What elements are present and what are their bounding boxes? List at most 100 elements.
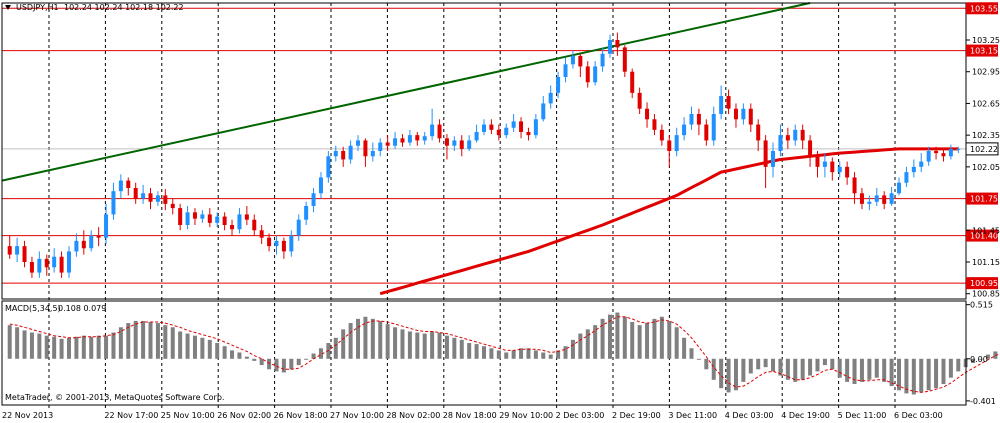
candle-body [630,71,635,93]
candle-body [496,129,501,136]
macd-histogram-bar [882,358,887,382]
macd-histogram-bar [956,358,961,372]
macd-histogram-bar [674,327,679,359]
macd-histogram-bar [874,358,879,378]
macd-histogram-bar [267,358,272,370]
macd-histogram-bar [859,358,864,382]
macd-histogram-bar [141,320,146,359]
candle-body [889,193,894,204]
candle-body [748,108,753,125]
time-axis-label: 4 Dec 19:00 [781,411,830,420]
macd-histogram-bar [244,356,249,359]
candle-body [504,127,509,136]
candle-body [645,108,650,120]
candle-body [659,129,664,141]
macd-histogram-bar [274,358,279,372]
macd-histogram-bar [504,352,509,359]
macd-histogram-bar [7,325,12,359]
macd-histogram-bar [59,338,64,359]
price-axis-tick-label: 100.85 [972,290,1000,299]
macd-histogram-bar [667,320,672,359]
candle-body [785,135,790,141]
macd-histogram-bar [704,358,709,370]
candle-body [771,151,776,167]
macd-histogram-bar [348,323,353,359]
candle-body [793,129,798,141]
candle-body [489,124,494,130]
candle-body [763,140,768,167]
candle-body [652,119,657,130]
macd-histogram-bar [444,335,449,359]
macd-histogram-bar [96,335,101,359]
candle-body [852,177,857,194]
macd-indicator-label: MACD(5,34,5) [5,304,61,313]
macd-histogram-bar [519,348,524,359]
macd-histogram-bar [889,358,894,387]
macd-histogram-bar [363,316,368,359]
macd-histogram-bar [81,335,86,359]
candle-body [29,262,34,273]
price-axis-tick-label: 103.25 [972,36,1000,45]
price-axis-tick-label: 101.45 [972,226,1000,235]
macd-histogram-bar [682,337,687,359]
time-axis-label: 28 Nov 18:00 [443,411,497,420]
time-axis-label: 2 Dec 19:00 [612,411,661,420]
candle-body [318,177,323,194]
macd-histogram-bar [815,358,820,372]
candle-body [393,138,398,146]
macd-histogram-bar [748,358,753,374]
candle-body [200,214,205,219]
price-level-tag [966,44,998,57]
candle-body [222,216,227,225]
time-axis-label: 27 Nov 10:00 [330,411,384,420]
candle-body [726,96,731,109]
candle-body [66,251,71,273]
trend-line [1,2,811,182]
time-axis-label: 3 Dec 11:00 [668,411,717,420]
candle-body [259,230,264,238]
candle-body [192,212,197,219]
candle-body [682,124,687,136]
candle-body [941,153,946,157]
macd-histogram-bar [304,358,309,360]
candle-body [674,135,679,151]
candle-body [548,92,553,104]
candle-body [622,47,627,72]
candle-body [81,240,86,249]
macd-histogram-bar [311,353,316,359]
macd-histogram-bar [356,318,361,359]
macd-histogram-bar [763,358,768,368]
macd-histogram-bar [104,335,109,359]
candle-body [519,121,524,132]
macd-histogram-bar [407,331,412,359]
candle-body [904,172,909,183]
macd-histogram-bar [533,350,538,359]
candle-body [815,156,820,167]
candle-body [185,212,190,225]
time-axis-label: 22 Nov 17:00 [104,411,158,420]
candle-body [311,193,316,206]
time-axis-label: 22 Nov 2013 [2,411,53,420]
candle-body [348,145,353,160]
macd-histogram-bar [845,358,850,382]
macd-histogram-bar [556,350,561,359]
candle-body [593,66,598,83]
macd-histogram-bar [126,323,131,359]
candle-body [104,214,109,238]
candle-body [741,108,746,120]
macd-histogram-bar [74,336,79,359]
price-axis-tick-label: 101.15 [972,258,1000,267]
time-axis-label: 28 Nov 02:00 [386,411,440,420]
candle-body [533,119,538,136]
macd-histogram-bar [430,331,435,359]
candle-body [378,142,383,151]
candle-body [415,135,420,141]
macd-histogram-bar [978,358,983,360]
macd-histogram-bar [971,358,976,363]
macd-histogram-bar [66,337,71,359]
candle-body [882,195,887,204]
price-axis-tick-label: 102.65 [972,99,1000,108]
candle-body [600,53,605,67]
macd-histogram-bar [89,336,94,359]
